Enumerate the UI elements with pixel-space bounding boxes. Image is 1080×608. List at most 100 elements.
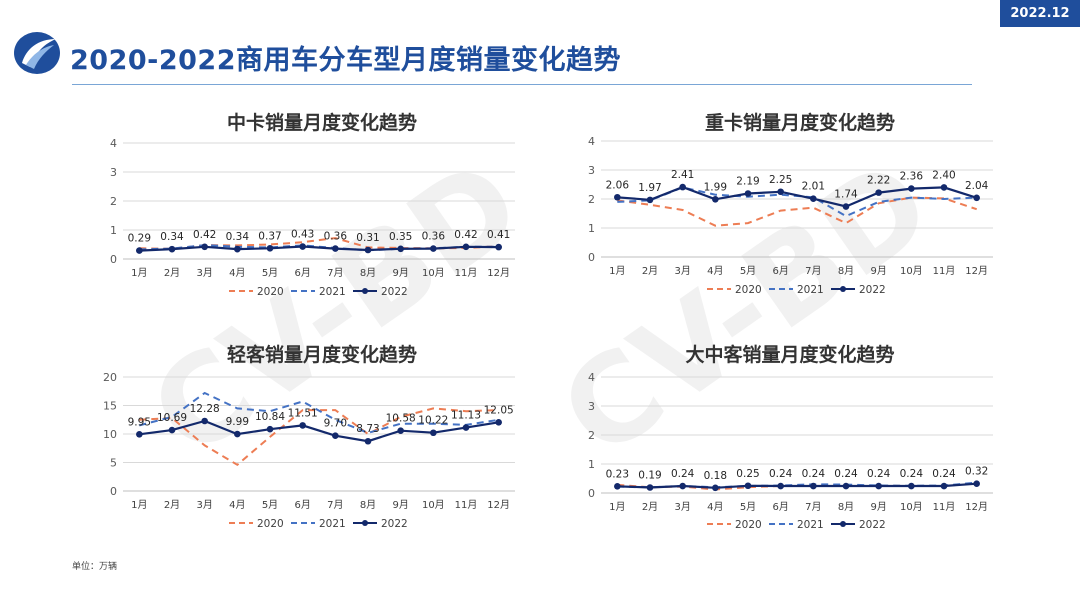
data-point xyxy=(712,195,719,203)
x-tick-label: 10月 xyxy=(900,501,923,513)
data-point xyxy=(495,243,502,251)
data-point xyxy=(842,203,850,210)
data-label: 10.58 xyxy=(386,413,416,425)
data-label: 2.22 xyxy=(867,175,890,187)
data-point xyxy=(462,424,470,431)
data-point xyxy=(299,422,306,429)
data-point xyxy=(777,188,784,196)
x-tick-label: 5月 xyxy=(262,499,278,511)
data-point xyxy=(908,482,915,490)
legend-label-2020: 2020 xyxy=(257,286,284,298)
data-label: 0.24 xyxy=(834,468,858,480)
data-point xyxy=(940,184,948,191)
data-label: 12.28 xyxy=(190,403,220,415)
y-tick-label: 10 xyxy=(103,428,117,441)
x-tick-label: 9月 xyxy=(870,501,886,513)
data-point xyxy=(908,185,915,192)
data-label: 0.43 xyxy=(291,229,314,241)
data-label: 2.06 xyxy=(606,179,630,191)
legend-marker xyxy=(362,288,368,294)
legend-marker xyxy=(840,286,846,292)
chart-title-heavy-truck: 重卡销量月度变化趋势 xyxy=(704,112,895,134)
y-tick-label: 3 xyxy=(110,166,117,179)
x-tick-label: 5月 xyxy=(740,501,756,513)
x-tick-label: 11月 xyxy=(455,267,478,279)
legend-label-2022: 2022 xyxy=(859,519,886,531)
x-tick-label: 4月 xyxy=(229,267,245,279)
data-label: 1.74 xyxy=(834,189,858,201)
legend-label-2020: 2020 xyxy=(735,519,762,531)
data-label: 2.01 xyxy=(802,181,825,193)
y-tick-label: 15 xyxy=(103,400,117,413)
data-point xyxy=(234,245,241,253)
unit-note: 单位：万辆 xyxy=(72,562,118,572)
data-point xyxy=(646,484,654,491)
x-tick-label: 3月 xyxy=(196,267,212,279)
legend-label-2021: 2021 xyxy=(319,286,346,298)
data-label: 0.24 xyxy=(769,468,793,480)
x-tick-label: 7月 xyxy=(805,501,821,513)
x-tick-label: 9月 xyxy=(392,499,408,511)
x-tick-label: 4月 xyxy=(707,265,723,277)
x-tick-label: 2月 xyxy=(164,267,180,279)
x-tick-label: 8月 xyxy=(360,267,376,279)
x-tick-label: 6月 xyxy=(772,265,788,277)
data-label: 0.19 xyxy=(638,469,661,481)
x-tick-label: 2月 xyxy=(642,501,658,513)
x-tick-label: 10月 xyxy=(422,499,445,511)
legend-label-2022: 2022 xyxy=(859,284,886,296)
legend-marker xyxy=(840,521,846,527)
data-point xyxy=(679,183,686,191)
x-tick-label: 11月 xyxy=(933,265,956,277)
legend-label-2022: 2022 xyxy=(381,518,408,530)
x-tick-label: 3月 xyxy=(674,265,690,277)
legend-label-2021: 2021 xyxy=(319,518,346,530)
y-tick-label: 1 xyxy=(588,458,595,471)
data-label: 1.97 xyxy=(638,182,661,194)
x-tick-label: 10月 xyxy=(422,267,445,279)
data-point xyxy=(777,482,784,490)
y-tick-label: 4 xyxy=(110,137,117,150)
x-tick-label: 7月 xyxy=(805,265,821,277)
x-tick-label: 11月 xyxy=(933,501,956,513)
x-tick-label: 1月 xyxy=(609,501,625,513)
series-line-2022 xyxy=(617,482,977,489)
data-point xyxy=(332,432,339,440)
x-tick-label: 6月 xyxy=(772,501,788,513)
data-label: 0.24 xyxy=(932,468,956,480)
data-point xyxy=(744,190,752,197)
y-tick-label: 4 xyxy=(588,135,595,148)
data-point xyxy=(201,417,208,425)
x-tick-label: 12月 xyxy=(965,501,988,513)
y-tick-label: 2 xyxy=(110,195,117,208)
data-point xyxy=(136,430,143,438)
data-label: 0.37 xyxy=(258,230,281,242)
data-point xyxy=(940,482,948,490)
x-tick-label: 5月 xyxy=(262,267,278,279)
data-label: 11.13 xyxy=(451,410,481,422)
chart-3: 0 1 2 3 4 1月 2月 3月 4月 5月 6月 7月 8月 9月 10月 11月 12月 0.23 0.19… xyxy=(588,371,993,531)
data-point xyxy=(397,245,404,253)
chart-0: 0 1 2 3 4 1月 2月 3月 4月 5月 6月 7月 8月 9月 10月 11月 12月 0.29 0.34… xyxy=(110,137,515,298)
y-tick-label: 0 xyxy=(588,487,595,500)
legend-label-2020: 2020 xyxy=(735,284,762,296)
series-line-2022 xyxy=(139,245,499,252)
legend-label-2020: 2020 xyxy=(257,518,284,530)
x-tick-label: 6月 xyxy=(294,499,310,511)
data-label: 2.36 xyxy=(900,171,924,183)
x-tick-label: 4月 xyxy=(707,501,723,513)
data-label: 10.84 xyxy=(255,411,285,423)
data-label: 0.42 xyxy=(193,229,216,241)
y-tick-label: 2 xyxy=(588,429,595,442)
data-point xyxy=(495,419,502,426)
x-tick-label: 12月 xyxy=(487,499,510,511)
legend-label-2021: 2021 xyxy=(797,284,824,296)
data-point xyxy=(842,482,850,490)
data-label: 8.73 xyxy=(356,423,379,435)
y-tick-label: 1 xyxy=(110,224,117,237)
x-tick-label: 12月 xyxy=(487,267,510,279)
x-tick-label: 12月 xyxy=(965,265,988,277)
x-tick-label: 7月 xyxy=(327,267,343,279)
x-tick-label: 1月 xyxy=(131,499,147,511)
data-label: 2.25 xyxy=(769,174,792,186)
